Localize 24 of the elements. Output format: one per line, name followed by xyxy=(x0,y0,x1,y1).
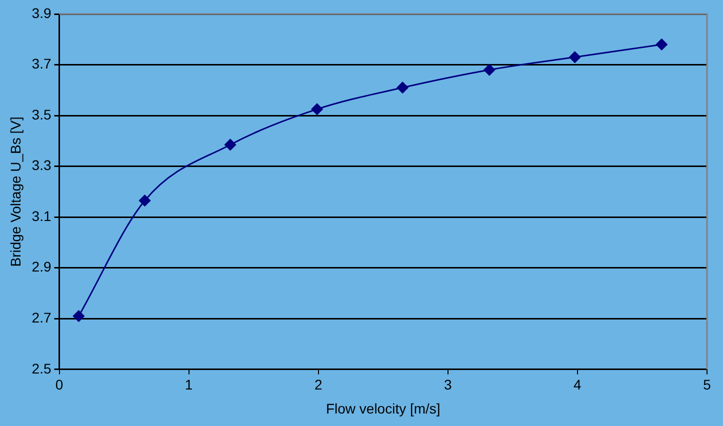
point xyxy=(311,103,323,115)
point xyxy=(396,82,408,94)
x-tick-label: 0 xyxy=(55,376,64,393)
x-axis-title: Flow velocity [m/s] xyxy=(326,400,440,416)
y-tick-label: 3.1 xyxy=(32,208,52,224)
y-tick-label: 3.5 xyxy=(32,106,52,122)
y-axis-title: Bridge Voltage U_Bs [V] xyxy=(7,116,24,267)
point xyxy=(72,310,84,322)
y-tick-label: 2.9 xyxy=(32,258,52,275)
point xyxy=(139,194,151,206)
y-tick-label: 2.7 xyxy=(32,309,52,326)
y-tick-label: 3.7 xyxy=(32,56,52,72)
x-tick-label: 2 xyxy=(314,376,322,393)
point xyxy=(224,138,236,150)
y-tick-label: 3.3 xyxy=(32,157,52,174)
y-tick-label: 3.9 xyxy=(32,4,52,21)
point xyxy=(656,38,668,50)
point xyxy=(569,51,581,63)
x-tick-label: 3 xyxy=(444,376,452,393)
x-tick-label: 4 xyxy=(574,376,582,393)
point xyxy=(484,64,496,76)
x-tick-label: 1 xyxy=(184,376,193,393)
x-tick-label: 5 xyxy=(703,376,712,393)
y-tick-label: 2.5 xyxy=(32,360,52,376)
